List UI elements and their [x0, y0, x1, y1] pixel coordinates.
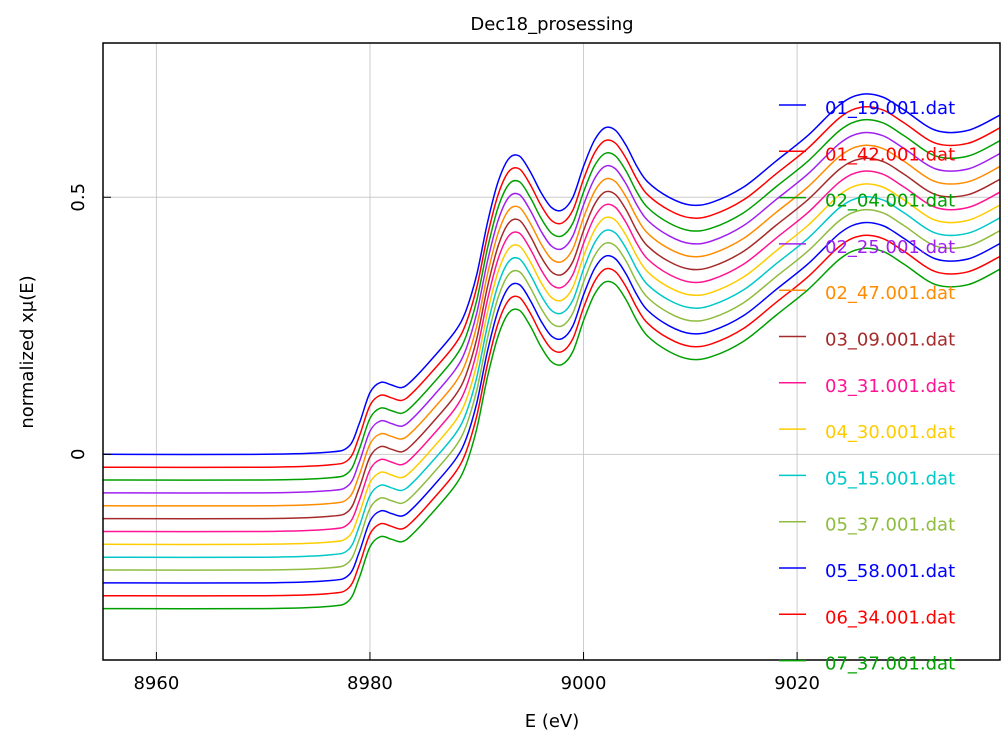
legend-label: 06_34.001.dat	[825, 607, 955, 628]
y-tick-label: 0.5	[68, 183, 89, 212]
series-line	[103, 144, 1000, 507]
x-tick-label: 9000	[561, 673, 607, 694]
y-axis-label: normalized xμ(E)	[17, 275, 38, 428]
legend-label: 03_31.001.dat	[825, 376, 955, 397]
series-line	[103, 93, 1000, 456]
series-line	[103, 196, 1000, 559]
x-tick-label: 9020	[774, 673, 820, 694]
x-tick-label: 8980	[347, 673, 393, 694]
series-line	[103, 208, 1000, 571]
series-line	[103, 183, 1000, 546]
series-line	[103, 234, 1000, 597]
legend-label: 02_25.001.dat	[825, 237, 955, 258]
legend-label: 01_42.001.dat	[825, 144, 955, 165]
legend-label: 03_09.001.dat	[825, 330, 955, 351]
y-tick-label: 0	[68, 449, 89, 460]
series-lines	[103, 93, 1000, 610]
chart-title: Dec18_prosessing	[470, 14, 633, 35]
x-axis-label: E (eV)	[525, 711, 580, 732]
legend-label: 01_19.001.dat	[825, 98, 955, 119]
legend-label: 04_30.001.dat	[825, 422, 955, 443]
series-line	[103, 106, 1000, 469]
series-line	[103, 221, 1000, 584]
x-tick-label: 8960	[133, 673, 179, 694]
legend: 01_19.001.dat 01_42.001.dat 02_04.001.dat 0…	[779, 98, 955, 675]
axis-ticks: 8960 8980 9000 9020 0 0.5	[68, 183, 820, 694]
legend-label: 02_47.001.dat	[825, 283, 955, 304]
legend-label: 05_15.001.dat	[825, 468, 955, 489]
legend-label: 02_04.001.dat	[825, 191, 955, 212]
series-line	[103, 247, 1000, 610]
legend-label: 05_37.001.dat	[825, 515, 955, 536]
series-line	[103, 170, 1000, 533]
legend-label: 05_58.001.dat	[825, 561, 955, 582]
series-line	[103, 157, 1000, 520]
series-line	[103, 118, 1000, 481]
series-line	[103, 131, 1000, 494]
legend-label: 07_37.001.dat	[825, 654, 955, 675]
plot-frame	[102, 42, 1001, 661]
